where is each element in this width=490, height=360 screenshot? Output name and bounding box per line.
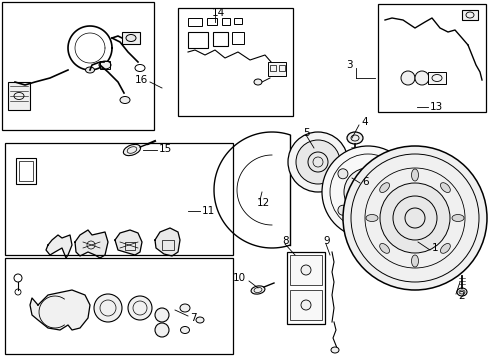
Ellipse shape — [441, 183, 450, 193]
Bar — [290, 290, 322, 320]
Text: 2: 2 — [458, 291, 465, 301]
Circle shape — [301, 265, 311, 275]
Text: 15: 15 — [159, 144, 172, 154]
Ellipse shape — [254, 79, 262, 85]
Text: 8: 8 — [282, 236, 289, 246]
Text: 1: 1 — [432, 243, 439, 253]
Circle shape — [155, 323, 169, 337]
Ellipse shape — [380, 183, 390, 193]
Bar — [213, 32, 228, 46]
Bar — [287, 252, 325, 324]
Circle shape — [322, 146, 414, 238]
Circle shape — [296, 140, 340, 184]
Circle shape — [288, 132, 348, 192]
Bar — [16, 158, 36, 184]
Text: 4: 4 — [361, 117, 368, 127]
Ellipse shape — [123, 144, 141, 156]
Ellipse shape — [452, 215, 464, 221]
Ellipse shape — [85, 67, 95, 73]
Ellipse shape — [347, 132, 363, 144]
Text: 9: 9 — [323, 236, 330, 246]
Bar — [207, 18, 217, 25]
Bar — [188, 18, 202, 26]
Circle shape — [338, 169, 348, 179]
Bar — [8, 82, 30, 110]
Bar — [178, 8, 293, 116]
Bar — [162, 240, 174, 250]
Ellipse shape — [180, 327, 190, 333]
Text: 13: 13 — [430, 102, 443, 112]
Text: 12: 12 — [257, 198, 270, 208]
Bar — [279, 65, 285, 71]
Ellipse shape — [380, 243, 390, 253]
Circle shape — [94, 294, 122, 322]
Circle shape — [372, 216, 383, 226]
Bar — [428, 72, 446, 84]
Bar — [270, 65, 276, 71]
Bar — [290, 255, 322, 285]
Circle shape — [338, 205, 348, 215]
Circle shape — [372, 158, 383, 167]
Circle shape — [415, 71, 429, 85]
Polygon shape — [30, 290, 90, 330]
Circle shape — [344, 168, 392, 216]
Bar — [232, 32, 244, 44]
Ellipse shape — [366, 215, 378, 221]
Ellipse shape — [331, 347, 339, 353]
Bar — [122, 32, 140, 44]
Polygon shape — [115, 230, 142, 255]
Text: 14: 14 — [212, 8, 225, 18]
Bar — [5, 143, 233, 255]
Circle shape — [401, 71, 415, 85]
Bar — [268, 62, 286, 76]
Bar — [188, 32, 208, 48]
Bar — [378, 4, 486, 112]
Bar — [100, 61, 110, 69]
Ellipse shape — [412, 169, 418, 181]
Bar — [234, 18, 242, 24]
Ellipse shape — [412, 255, 418, 267]
Text: 5: 5 — [303, 128, 310, 138]
Text: 10: 10 — [233, 273, 246, 283]
Ellipse shape — [251, 286, 265, 294]
Bar — [125, 242, 135, 250]
Circle shape — [343, 146, 487, 290]
Bar — [222, 18, 230, 25]
Circle shape — [301, 300, 311, 310]
Bar — [19, 161, 33, 181]
Ellipse shape — [126, 35, 136, 41]
Circle shape — [380, 183, 450, 253]
Text: 11: 11 — [202, 206, 215, 216]
Ellipse shape — [99, 61, 111, 69]
Text: 3: 3 — [346, 60, 353, 70]
Ellipse shape — [180, 304, 190, 312]
Ellipse shape — [457, 288, 467, 296]
Text: 16: 16 — [135, 75, 148, 85]
Polygon shape — [155, 228, 180, 256]
Circle shape — [155, 308, 169, 322]
Bar — [462, 10, 478, 20]
Text: 7: 7 — [190, 313, 196, 323]
Ellipse shape — [441, 243, 450, 253]
Ellipse shape — [196, 317, 204, 323]
Circle shape — [394, 187, 404, 197]
Ellipse shape — [120, 96, 130, 104]
Circle shape — [128, 296, 152, 320]
Polygon shape — [46, 235, 72, 258]
Polygon shape — [75, 230, 108, 258]
Bar — [2, 2, 154, 130]
Text: 6: 6 — [362, 177, 368, 187]
Bar — [5, 258, 233, 354]
